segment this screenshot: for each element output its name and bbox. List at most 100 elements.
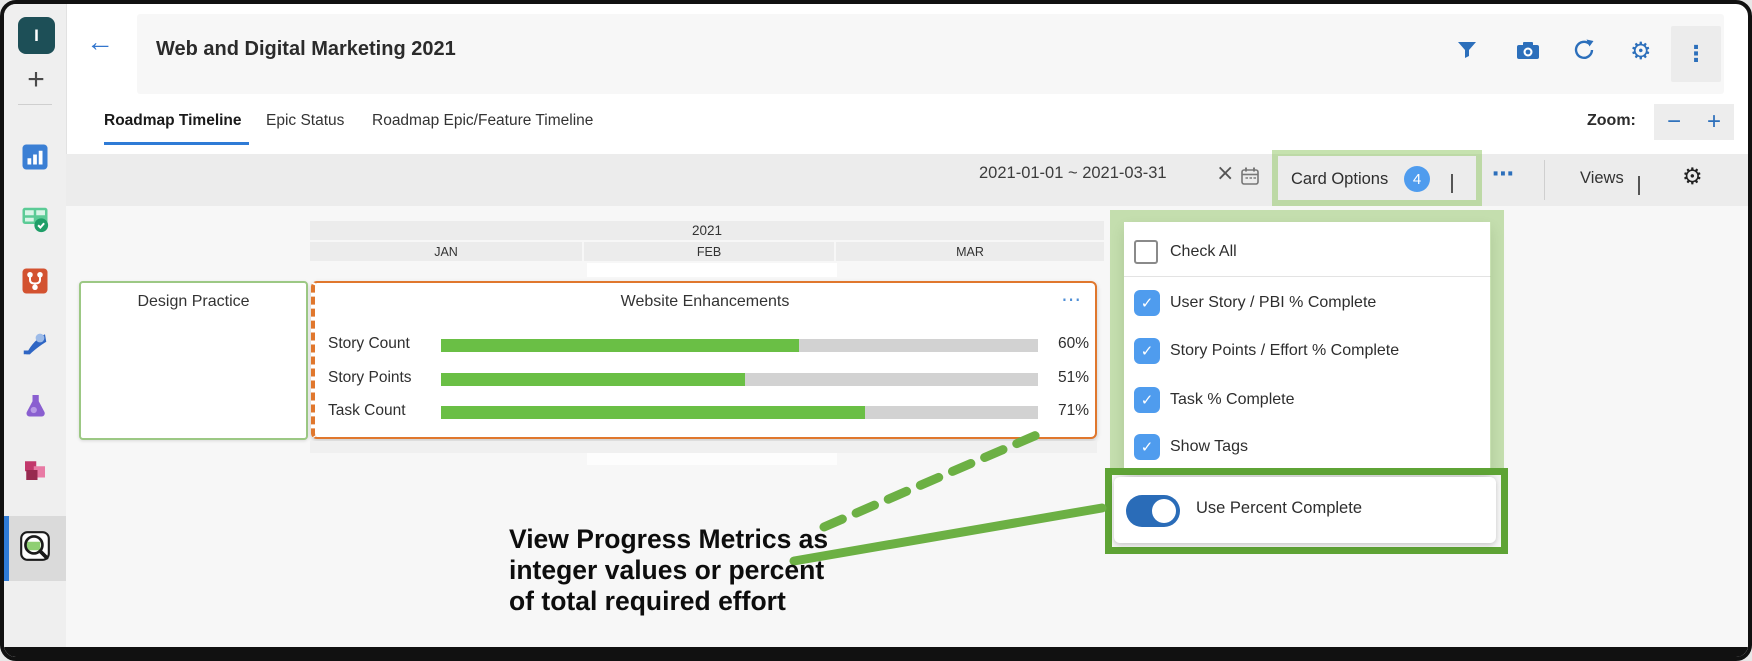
sidebar-active-indicator xyxy=(4,516,9,581)
toggle-highlight-box xyxy=(1105,468,1508,554)
checkbox-user-story-pbi[interactable]: ✓ xyxy=(1134,290,1160,316)
progress-bar-story-points xyxy=(441,373,1038,386)
use-percent-complete-row: Use Percent Complete xyxy=(1114,477,1496,543)
checkbox-show-tags[interactable]: ✓ xyxy=(1134,434,1160,460)
card-options-highlight-box xyxy=(1272,150,1482,206)
back-button[interactable]: ← xyxy=(86,26,114,57)
use-percent-complete-toggle[interactable] xyxy=(1126,495,1180,527)
zoom-in-button[interactable]: + xyxy=(1706,108,1721,135)
month-header-feb: FEB xyxy=(584,242,834,261)
check-icon: ✓ xyxy=(1140,295,1154,312)
toggle-knob xyxy=(1152,499,1176,523)
refresh-button[interactable] xyxy=(1572,38,1596,67)
month-header-jan: JAN xyxy=(310,242,582,261)
metric-label: Task Count xyxy=(328,402,406,419)
menu-item-label[interactable]: Story Points / Effort % Complete xyxy=(1170,342,1400,359)
header-panel xyxy=(137,14,1724,94)
timeline-year-header: 2021 xyxy=(310,221,1104,240)
tab-roadmap-timeline[interactable]: Roadmap Timeline xyxy=(104,112,242,129)
dropdown-highlight-overlay xyxy=(1110,210,1504,472)
metric-value: 51% xyxy=(1057,369,1089,386)
menu-item-label[interactable]: Task % Complete xyxy=(1170,391,1295,408)
views-chevron-down-icon xyxy=(1638,176,1640,195)
menu-divider xyxy=(1124,276,1491,277)
screenshot-button[interactable] xyxy=(1515,39,1541,68)
feature-card[interactable]: Website Enhancements ⋯ Story Count 60% S… xyxy=(311,281,1097,439)
annotation-text: View Progress Metrics as integer values … xyxy=(509,524,829,616)
timeline-row-label: Design Practice xyxy=(79,281,308,440)
sidebar: I + xyxy=(4,4,67,657)
sidebar-item-boards[interactable] xyxy=(4,199,66,243)
overview-icon xyxy=(20,142,50,177)
tab-epic-status[interactable]: Epic Status xyxy=(266,112,345,129)
sidebar-item-roadmap-search[interactable] xyxy=(4,526,66,570)
test-plans-icon xyxy=(20,390,50,425)
check-icon: ✓ xyxy=(1140,343,1154,360)
check-all-label[interactable]: Check All xyxy=(1170,243,1237,260)
sidebar-item-overview[interactable] xyxy=(4,137,66,181)
card-options-menu: Check All ✓ User Story / PBI % Complete … xyxy=(1124,222,1491,474)
checkbox-task-complete[interactable]: ✓ xyxy=(1134,387,1160,413)
metric-label: Story Points xyxy=(328,369,412,386)
active-tab-underline xyxy=(104,142,249,145)
toggle-label: Use Percent Complete xyxy=(1196,499,1362,517)
progress-fill xyxy=(441,373,746,386)
card-options-count-badge: 4 xyxy=(1404,166,1430,192)
card-menu-button[interactable]: ⋯ xyxy=(1061,287,1081,311)
project-avatar[interactable]: I xyxy=(18,17,55,54)
progress-bar-task-count xyxy=(441,406,1038,419)
sidebar-item-test-plans[interactable] xyxy=(4,385,66,429)
date-range-field[interactable]: 2021-01-01 ~ 2021-03-31 xyxy=(979,164,1167,182)
metric-value: 60% xyxy=(1057,335,1089,352)
pipelines-icon xyxy=(20,328,50,363)
tab-roadmap-epic-feature-timeline[interactable]: Roadmap Epic/Feature Timeline xyxy=(372,112,594,129)
filter-button[interactable] xyxy=(1456,39,1478,66)
progress-fill xyxy=(441,406,865,419)
solid-arrow xyxy=(789,503,1107,566)
metric-value: 71% xyxy=(1057,402,1089,419)
check-icon: ✓ xyxy=(1140,439,1154,456)
page-title: Web and Digital Marketing 2021 xyxy=(156,38,456,60)
calendar-icon[interactable] xyxy=(1240,166,1260,191)
check-all-checkbox[interactable] xyxy=(1134,240,1158,264)
artifacts-icon xyxy=(20,455,50,490)
checkbox-story-points-effort[interactable]: ✓ xyxy=(1134,338,1160,364)
metric-label: Story Count xyxy=(328,335,410,352)
menu-item-label[interactable]: User Story / PBI % Complete xyxy=(1170,294,1377,311)
progress-fill xyxy=(441,339,800,352)
zoom-label: Zoom: xyxy=(1587,112,1636,129)
filter-icon xyxy=(1456,42,1478,65)
views-dropdown[interactable]: Views xyxy=(1580,169,1624,187)
refresh-icon xyxy=(1572,39,1596,66)
timeline-subrow-strip xyxy=(587,453,837,465)
add-project-button[interactable]: + xyxy=(27,63,45,96)
annotation-arrows xyxy=(789,429,1107,566)
camera-icon xyxy=(1515,42,1541,67)
dashed-arrow xyxy=(819,429,1044,532)
toolbar-more-button[interactable]: ⋯ xyxy=(1492,162,1514,187)
sidebar-item-artifacts[interactable] xyxy=(4,450,66,494)
frame-bottom-bar xyxy=(4,647,1748,657)
magnifier-card-icon xyxy=(18,529,52,568)
timeline-toolbar xyxy=(66,154,1748,206)
chevron-down-icon xyxy=(1451,174,1453,193)
check-icon: ✓ xyxy=(1140,392,1154,409)
repos-icon xyxy=(20,266,50,301)
menu-item-label[interactable]: Show Tags xyxy=(1170,438,1248,455)
card-options-button[interactable]: Card Options xyxy=(1291,170,1389,188)
views-gear-button[interactable]: ⚙ xyxy=(1682,164,1703,190)
card-shadow-strip xyxy=(310,441,1097,453)
clear-date-icon[interactable]: × xyxy=(1216,161,1235,186)
sidebar-item-pipelines[interactable] xyxy=(4,323,66,367)
progress-bar-story-count xyxy=(441,339,1038,352)
sidebar-item-repos[interactable] xyxy=(4,261,66,305)
zoom-out-button[interactable]: − xyxy=(1666,108,1681,135)
toolbar-separator xyxy=(1544,160,1545,200)
more-actions-button[interactable]: ⋮ xyxy=(1671,26,1721,82)
settings-button[interactable]: ⚙ xyxy=(1630,37,1652,65)
sidebar-divider xyxy=(18,104,52,105)
boards-icon xyxy=(20,204,50,239)
month-header-mar: MAR xyxy=(836,242,1104,261)
timeline-subrow-strip xyxy=(587,263,837,277)
